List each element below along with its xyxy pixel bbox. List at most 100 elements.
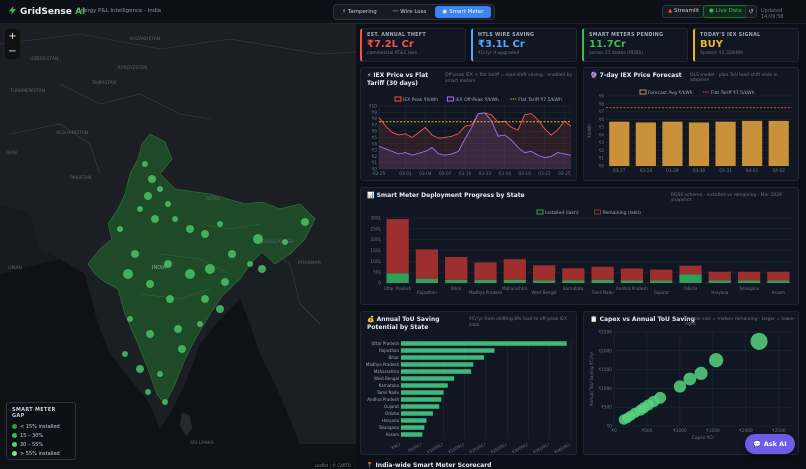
y-tick-label: ₹5: [372, 135, 378, 141]
money-bag-icon: 💰: [367, 316, 375, 323]
series-line: [378, 112, 572, 159]
x-tick-label: ₹2000Cr: [468, 441, 486, 454]
y-tick-label: ₹6: [372, 129, 378, 135]
y-axis-label: Annual ToU Saving ₹Cr/yr: [589, 352, 595, 407]
x-tick-label: ₹1500: [706, 428, 720, 434]
y-tick-label: ₹4: [372, 141, 378, 147]
remaining-bar: [650, 269, 673, 281]
scatter-point: [694, 366, 708, 380]
ask-ai-button[interactable]: 💬 Ask AI: [745, 434, 795, 454]
kpi-value: BUY: [700, 39, 723, 50]
zoom-in-button[interactable]: +: [8, 31, 17, 42]
state-marker: [131, 250, 139, 258]
updated-timestamp: Updated 14:09:58: [761, 8, 784, 20]
state-marker: [174, 325, 182, 333]
installed-bar: [708, 280, 731, 283]
installed-bar: [679, 274, 702, 283]
x-tick-label: Assam: [772, 290, 785, 295]
x-tick-label: Uttar Pradesh: [384, 286, 412, 291]
iex-price-chart[interactable]: IEX Peak ₹/kWh IEX Off-Peak ₹/kWh Flat Tar…: [361, 68, 578, 182]
x-tick-label: ₹2500: [772, 428, 786, 434]
y-tick-label: ₹0: [599, 164, 605, 170]
state-marker: [186, 225, 194, 233]
state-marker: [146, 280, 154, 288]
india-map[interactable]: KAZAKHSTAN UZBEKISTAN KYRGYZSTAN TAJIKIS…: [0, 24, 356, 469]
deployment-panel: 📊 Smart Meter Deployment Progress by Sta…: [360, 187, 799, 305]
tou-panel-title: 💰 Annual ToU Saving Potential by State: [367, 316, 440, 331]
state-marker: [148, 175, 156, 183]
streamlit-button[interactable]: ▲ Streamlit: [662, 5, 706, 18]
y-tick-label: ₹5: [599, 125, 605, 131]
map-legend: SMART METER GAP < 15% installed 15 – 30% 3…: [6, 402, 76, 460]
y-tick-label: ₹1: [372, 160, 378, 166]
state-marker: [201, 230, 209, 238]
remaining-bar: [532, 265, 556, 281]
y-tick-label: West Bengal: [374, 376, 399, 381]
legend-swatch: [536, 209, 544, 215]
zoom-out-button[interactable]: −: [8, 46, 17, 57]
saving-bar: [401, 404, 440, 409]
state-marker: [123, 269, 133, 279]
tab-tampering[interactable]: ⚡ Tampering: [335, 6, 384, 18]
saving-bar: [401, 348, 495, 353]
map-attribution[interactable]: Leaflet | © CARTO: [312, 463, 353, 468]
map-label-kyrgyzstan: KYRGYZSTAN: [118, 65, 147, 71]
map-label-uzbekistan: UZBEKISTAN: [30, 56, 58, 62]
deployment-chart[interactable]: Installed (lakh) Remaining (lakh) 0 50L 100L…: [361, 188, 800, 306]
state-marker: [258, 265, 266, 273]
x-tick-label: 03-30: [693, 168, 706, 174]
top-bar: GridSense AI Energy P&L Intelligence · I…: [0, 0, 806, 24]
brand-name: GridSense: [20, 7, 72, 17]
kpi-value: ₹3.1L Cr: [478, 39, 525, 50]
y-tick-label: Uttar Pradesh: [372, 341, 400, 346]
scatter-point: [673, 380, 687, 393]
forecast-chart[interactable]: Forecast Avg ₹/kWh Flat Tariff ₹7.5/kWh ₹0…: [584, 68, 800, 182]
legend-label: > 55% installed: [20, 451, 60, 457]
remaining-bar: [386, 219, 409, 274]
x-tick-label: 02-25: [373, 171, 386, 177]
y-tick-label: Andhra Pradesh: [367, 397, 399, 402]
x-tick-label: ₹500: [641, 428, 652, 434]
saving-bar: [401, 369, 472, 374]
tab-wire-loss[interactable]: 〰 Wire Loss: [386, 6, 434, 18]
x-tick-label: ₹1000: [673, 428, 687, 434]
legend-item: > 55% installed: [12, 450, 70, 459]
kpi-label: HTLS WIRE SAVING: [478, 33, 535, 38]
remaining-bar: [737, 271, 761, 281]
installed-bar: [415, 278, 439, 283]
installed-bar: [591, 279, 614, 283]
tou-saving-panel: 💰 Annual ToU Saving Potential by State ₹…: [360, 311, 577, 455]
y-tick-label: Tamil Nadu: [376, 390, 400, 395]
crystal-ball-icon: 🔮: [590, 72, 598, 79]
map-label-myanmar: MYANMAR: [298, 260, 321, 266]
tab-icon: ⚡: [342, 9, 346, 15]
x-tick-label: 03-25: [558, 171, 571, 177]
brand[interactable]: GridSense AI: [8, 6, 85, 17]
forecast-bar: [635, 122, 656, 166]
y-tick-label: ₹1500: [598, 367, 612, 373]
state-marker: [185, 269, 195, 279]
legend-label: 15 – 30%: [20, 433, 44, 439]
iex-panel-title: ⚡ IEX Price vs Flat Tariff (30 days): [367, 72, 429, 87]
kpi-sub: across 21 states (RDSS): [589, 51, 644, 56]
tou-saving-chart[interactable]: ₹0Cr ₹500Cr ₹1000Cr ₹1500Cr ₹2000Cr ₹2500Cr ₹3…: [361, 312, 578, 456]
map-label-afghanistan: AFGHANISTAN: [56, 130, 88, 136]
capex-chart[interactable]: ₹0 ₹500 ₹1000 ₹1500 ₹2000 ₹2500 ₹0 ₹500 ₹1000 ₹15…: [584, 312, 800, 456]
series-area: [379, 112, 571, 169]
y-tick-label: 50L: [373, 270, 381, 276]
y-tick-label: 100L: [370, 259, 381, 265]
y-tick-label: ₹9: [599, 94, 605, 100]
x-tick-label: ₹3000Cr: [511, 441, 529, 454]
installed-bar: [620, 280, 644, 283]
kpi-sub: commercial AT&C loss: [367, 51, 417, 56]
refresh-button[interactable]: ↺: [745, 5, 757, 18]
live-data-badge[interactable]: ● Live Data: [703, 5, 748, 18]
x-tick-label: 03-13: [479, 171, 492, 177]
legend-dot: [12, 432, 17, 438]
x-tick-label: 03-22: [538, 171, 551, 177]
remaining-bar: [562, 268, 585, 281]
map-label-sri-lanka: SRI LANKA: [190, 440, 215, 446]
saving-bar: [401, 411, 433, 416]
tab-smart-meter[interactable]: ◉ Smart Meter: [435, 6, 491, 18]
state-marker: [137, 206, 143, 212]
